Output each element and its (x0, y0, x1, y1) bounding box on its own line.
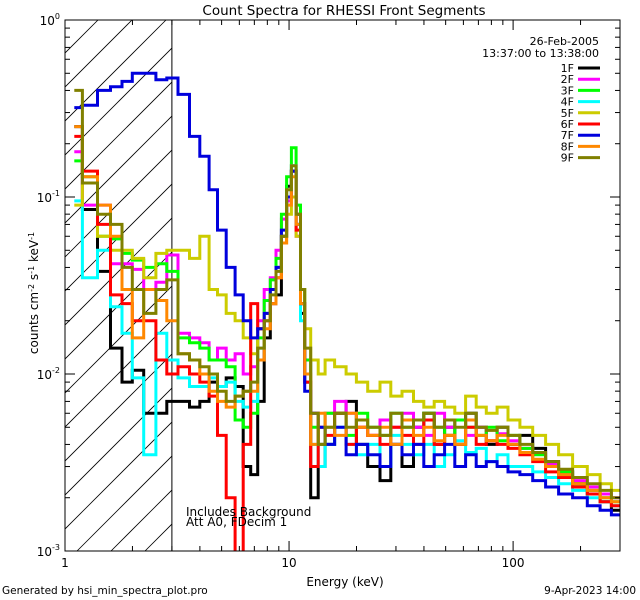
x-axis-label: Energy (keV) (306, 575, 383, 589)
series-group (74, 71, 620, 551)
series-line-9f (74, 88, 620, 500)
legend-label-8f: 8F (561, 140, 574, 153)
legend-label-3f: 3F (561, 84, 574, 97)
hatch-line (65, 81, 172, 190)
hatch-line (65, 387, 172, 496)
legend-label-7f: 7F (561, 129, 574, 142)
legend-label-1f: 1F (561, 62, 574, 75)
legend-label-6f: 6F (561, 118, 574, 131)
axis-ticks (64, 19, 621, 552)
hatch-line (65, 183, 172, 292)
annotation-line-1: Includes Background (186, 505, 311, 519)
hatch-line (65, 217, 172, 326)
y-tick-label: 100 (40, 12, 60, 28)
x-tick-label: 10 (281, 556, 296, 570)
timestamp-label: 9-Apr-2023 14:00 (544, 585, 636, 597)
y-tick-label: 10-1 (37, 189, 60, 205)
y-axis-label: counts cm-2 s-1 keV-1 (27, 232, 42, 354)
plot-frame (64, 19, 621, 552)
legend-label-4f: 4F (561, 96, 574, 109)
chart-title: Count Spectra for RHESSI Front Segments (202, 3, 485, 19)
y-tick-label: 10-2 (37, 366, 60, 382)
tick-labels: 1 10 100 10-3 10-2 10-1 100 (37, 12, 525, 570)
legend-label-9f: 9F (561, 152, 574, 165)
annotation-line-2: Att A0, FDecim 1 (186, 515, 287, 529)
y-tick-label: 10-3 (37, 543, 60, 559)
legend-label-2f: 2F (561, 73, 574, 86)
series-line-5f (74, 181, 620, 492)
time-range-label: 13:37:00 to 13:38:00 (482, 47, 599, 60)
generated-by-label: Generated by hsi_min_spectra_plot.pro (2, 585, 208, 597)
hatch-line (76, 455, 172, 551)
series-line-6f (74, 134, 620, 551)
legend-label-5f: 5F (561, 107, 574, 120)
hatch-line (65, 421, 172, 530)
hatch-line (65, 47, 172, 156)
x-tick-label: 1 (61, 556, 69, 570)
x-tick-label: 100 (502, 556, 525, 570)
hatch-line (65, 251, 172, 360)
date-label: 26-Feb-2005 (530, 35, 599, 48)
